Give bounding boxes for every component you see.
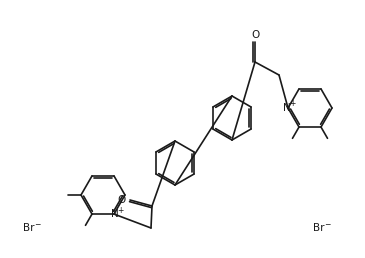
Text: N: N bbox=[111, 209, 119, 219]
Text: Br: Br bbox=[313, 223, 324, 233]
Text: N: N bbox=[283, 103, 291, 113]
Text: +: + bbox=[289, 100, 295, 109]
Text: +: + bbox=[117, 206, 123, 215]
Text: −: − bbox=[324, 221, 330, 230]
Text: O: O bbox=[118, 195, 126, 205]
Text: Br: Br bbox=[23, 223, 35, 233]
Text: −: − bbox=[34, 221, 40, 230]
Text: O: O bbox=[251, 30, 259, 40]
